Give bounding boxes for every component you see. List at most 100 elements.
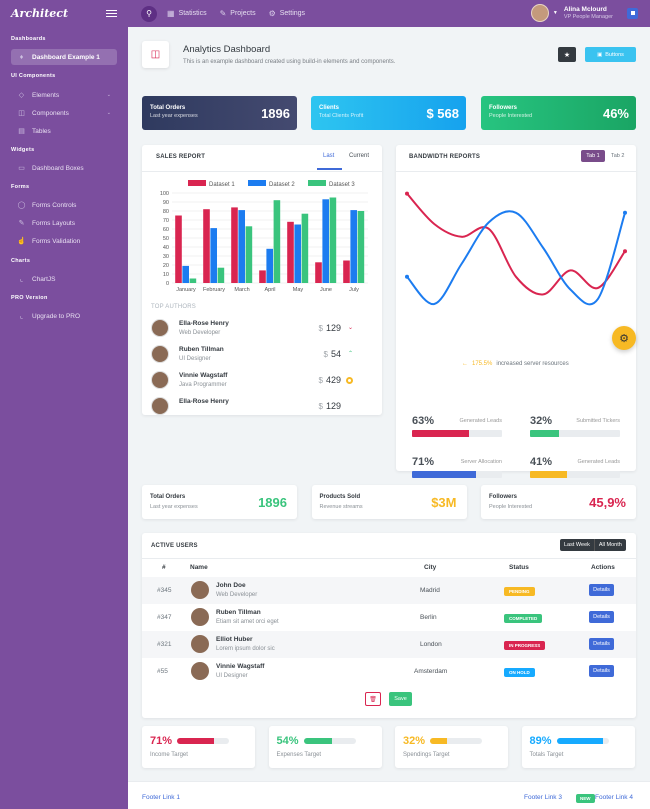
bar xyxy=(350,210,357,283)
topnav-label: Statistics xyxy=(178,10,207,17)
details-button[interactable]: Details xyxy=(589,665,614,677)
bandwidth-stat: 41% Generated Leads xyxy=(530,456,620,478)
graph-icon: ⌞ xyxy=(19,313,24,320)
sidebar-item-elements[interactable]: ◇ Elements ⌄ xyxy=(11,87,117,103)
user-role: UI Designer xyxy=(216,673,248,679)
progress-bar xyxy=(556,738,609,744)
progress-bar xyxy=(303,738,356,744)
save-button[interactable]: Save xyxy=(389,692,412,706)
last-week-button[interactable]: Last Week xyxy=(560,539,594,551)
bar xyxy=(203,209,210,283)
tile-value: $3M xyxy=(431,495,457,510)
buttons-dropdown[interactable]: ▣ Buttons xyxy=(585,47,636,62)
user-role: Lorem ipsum dolor sic xyxy=(216,646,275,652)
tab-last[interactable]: Last xyxy=(323,153,335,159)
details-button[interactable]: Details xyxy=(589,611,614,623)
sales-report-card: Sales Report Last Current Dataset 1 Datas… xyxy=(142,145,382,415)
stat-label: Submitted Tickers xyxy=(576,418,620,424)
currency-symbol: $ xyxy=(323,350,328,359)
tab-2[interactable]: Tab 2 xyxy=(611,153,625,159)
user-city: Amsterdam xyxy=(414,668,448,675)
trash-icon: 🗑 xyxy=(369,696,377,703)
sidebar-item-label: Components xyxy=(32,109,69,117)
settings-fab[interactable]: ⚙ xyxy=(612,326,636,350)
progress-fill xyxy=(556,738,603,744)
details-button[interactable]: Details xyxy=(589,584,614,596)
logo-area: Architect xyxy=(0,0,128,27)
divider xyxy=(396,171,636,172)
legend-label: Dataset 3 xyxy=(329,182,355,188)
legend-label: Dataset 2 xyxy=(269,182,295,188)
search-icon[interactable]: ⚲ xyxy=(141,5,157,22)
sidebar-section-pro: PRO Version xyxy=(11,295,48,301)
note-value: 175.5% xyxy=(472,361,493,367)
table-row: #55 Vinnie Wagstaff UI Designer Amsterdam On… xyxy=(142,658,636,685)
all-month-button[interactable]: All Month xyxy=(593,539,626,551)
avatar xyxy=(191,608,209,626)
sidebar-item-dashboard-example[interactable]: ♦ Dashboard Example 1 xyxy=(11,49,117,65)
bar xyxy=(301,213,309,283)
target-value: 54% xyxy=(276,735,299,747)
chevron-down-icon: ⌄ xyxy=(347,325,353,331)
user-city: London xyxy=(420,641,442,648)
star-button[interactable]: ★ xyxy=(558,47,576,62)
sidebar-item-upgrade[interactable]: ⌞ Upgrade to PRO xyxy=(11,308,117,324)
footer-link-1[interactable]: Footer Link 1 xyxy=(142,794,180,801)
tile-value: 46% xyxy=(602,106,629,121)
col-header-status: Status xyxy=(509,564,529,571)
user-menu: ▼ Alina Mclourd VP People Manager xyxy=(530,4,638,22)
user-action-button[interactable] xyxy=(627,7,638,19)
data-point xyxy=(623,210,627,215)
progress-fill xyxy=(530,430,559,437)
author-role: Web Developer xyxy=(179,330,221,336)
delete-button[interactable]: 🗑 xyxy=(365,692,381,706)
user-id: #345 xyxy=(157,587,172,594)
user-id: #347 xyxy=(157,614,172,621)
chevron-down-icon[interactable]: ▼ xyxy=(552,10,558,16)
progress-fill xyxy=(412,430,469,437)
sidebar-item-chartjs[interactable]: ⌞ ChartJS xyxy=(11,271,117,287)
hamburger-icon[interactable] xyxy=(106,9,117,18)
y-tick-label: 70 xyxy=(163,218,169,224)
bar xyxy=(266,248,273,283)
target-card: 71% Income Target xyxy=(142,726,255,768)
tile-title: Products Sold xyxy=(319,494,361,500)
sidebar-item-forms-validation[interactable]: ☝ Forms Validation xyxy=(11,233,117,249)
topnav-settings[interactable]: ⚙ Settings xyxy=(269,9,305,18)
col-header-name: Name xyxy=(190,564,208,571)
sidebar-section-dashboards: Dashboards xyxy=(11,36,46,42)
sidebar-item-forms-layouts[interactable]: ✎ Forms Layouts xyxy=(11,215,117,231)
tab-1[interactable]: Tab 1 xyxy=(581,150,605,162)
author-name: Ruben Tillman xyxy=(179,346,224,353)
bar xyxy=(315,262,322,283)
tile-title: Total Orders xyxy=(150,494,186,500)
sidebar-item-components[interactable]: ◫ Components ⌄ xyxy=(11,105,117,121)
tile-subtitle: Revenue streams xyxy=(319,504,363,510)
tab-current[interactable]: Current xyxy=(349,153,370,159)
sidebar-item-tables[interactable]: ▤ Tables xyxy=(11,123,117,139)
sidebar-item-forms-controls[interactable]: ◯ Forms Controls xyxy=(11,197,117,213)
author-value: $54 xyxy=(324,349,341,359)
lamp-icon: ◯ xyxy=(17,202,26,209)
summary-tile: Products Sold Revenue streams $3M xyxy=(311,485,467,519)
status-dot-icon xyxy=(346,377,353,384)
tile-subtitle: Last year expenses xyxy=(150,504,198,510)
target-value: 71% xyxy=(150,735,173,747)
footer-link-4[interactable]: Footer Link 4 xyxy=(595,794,633,801)
topnav-label: Projects xyxy=(230,10,256,17)
legend-swatch xyxy=(248,180,266,186)
topnav-statistics[interactable]: ▦ Statistics xyxy=(167,9,207,18)
value-number: 429 xyxy=(325,375,341,385)
avatar xyxy=(191,662,209,680)
sidebar-item-dashboard-boxes[interactable]: ▭ Dashboard Boxes xyxy=(11,160,117,176)
note-text: increased server resources xyxy=(496,361,569,367)
details-button[interactable]: Details xyxy=(589,638,614,650)
tile-value: 45,9% xyxy=(589,495,626,510)
tile-followers: Followers People Interested 46% xyxy=(481,96,636,130)
topnav-projects[interactable]: ✎ Projects xyxy=(220,9,256,18)
target-card: 89% Totals Target xyxy=(521,726,635,768)
bar xyxy=(273,200,281,283)
sidebar-item-label: Elements xyxy=(32,91,60,99)
footer-link-3[interactable]: Footer Link 3 xyxy=(524,794,562,801)
avatar[interactable] xyxy=(530,4,549,22)
